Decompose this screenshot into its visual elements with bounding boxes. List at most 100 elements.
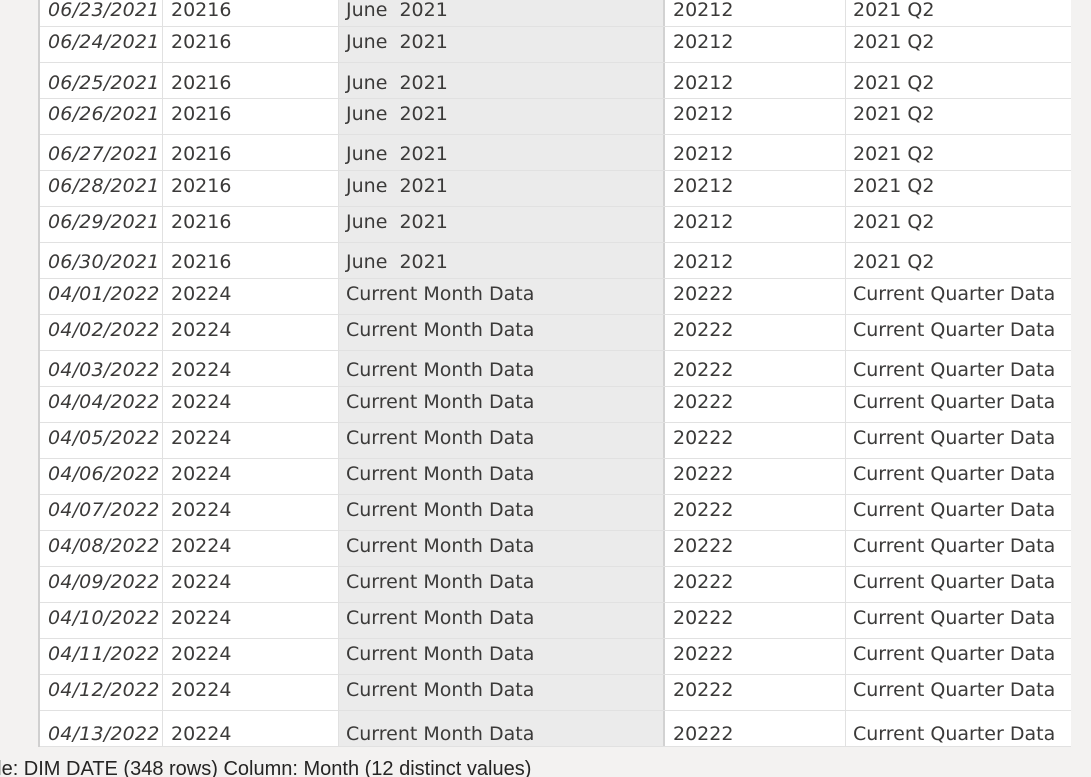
cell-date: 06/25/2021 [48, 72, 160, 94]
data-grid[interactable]: 06/23/2021 20216 June 2021 20212 2021 Q2 06/2… [38, 0, 1073, 747]
cell-quarter: Current Quarter Data [853, 283, 1056, 305]
cell-year-month: 20224 [171, 391, 232, 413]
cell-quarter: Current Quarter Data [853, 571, 1056, 593]
cell-quarter: Current Quarter Data [853, 499, 1056, 521]
cell-month: Current Month Data [346, 319, 535, 341]
cell-quarter: 2021 Q2 [853, 31, 935, 53]
cell-month: Current Month Data [346, 571, 535, 593]
cell-year-month: 20216 [171, 143, 232, 165]
cell-quarter: 2021 Q2 [853, 175, 935, 197]
cell-quarter: Current Quarter Data [853, 463, 1056, 485]
table-row[interactable]: 04/08/2022 20224 Current Month Data 20222 Cu… [40, 531, 1073, 567]
cell-month: Current Month Data [346, 359, 535, 381]
cell-quarter: Current Quarter Data [853, 427, 1056, 449]
cell-quarter: Current Quarter Data [853, 643, 1056, 665]
cell-month: Current Month Data [346, 499, 535, 521]
cell-quarter: 2021 Q2 [853, 72, 935, 94]
cell-month: June 2021 [346, 175, 448, 197]
cell-year-month: 20224 [171, 427, 232, 449]
column-divider [663, 0, 665, 747]
cell-year-month: 20216 [171, 251, 232, 273]
table-row[interactable]: 04/09/2022 20224 Current Month Data 20222 Cu… [40, 567, 1073, 603]
cell-quarter: 2021 Q2 [853, 103, 935, 125]
cell-date: 04/08/2022 [48, 535, 160, 557]
status-text: ble: DIM DATE (348 rows) Column: Month (… [0, 758, 532, 777]
cell-year-quarter: 20212 [673, 31, 734, 53]
cell-year-quarter: 20222 [673, 571, 734, 593]
selected-column-highlight [338, 0, 663, 747]
cell-date: 06/28/2021 [48, 175, 160, 197]
cell-year-quarter: 20212 [673, 251, 734, 273]
cell-month: June 2021 [346, 72, 448, 94]
cell-year-month: 20216 [171, 31, 232, 53]
table-row[interactable]: 06/26/2021 20216 June 2021 20212 2021 Q2 [40, 99, 1073, 135]
scrollbar-track[interactable] [1071, 0, 1091, 747]
cell-year-month: 20224 [171, 463, 232, 485]
cell-month: Current Month Data [346, 535, 535, 557]
cell-date: 04/09/2022 [48, 571, 160, 593]
cell-quarter: Current Quarter Data [853, 391, 1056, 413]
table-row[interactable]: 04/12/2022 20224 Current Month Data 20222 Cu… [40, 675, 1073, 711]
cell-quarter: 2021 Q2 [853, 0, 935, 21]
cell-quarter: 2021 Q2 [853, 211, 935, 233]
table-row[interactable]: 06/29/2021 20216 June 2021 20212 2021 Q2 [40, 207, 1073, 243]
cell-year-quarter: 20222 [673, 391, 734, 413]
cell-month: Current Month Data [346, 391, 535, 413]
table-row[interactable]: 04/03/2022 20224 Current Month Data 20222 Cu… [40, 351, 1073, 387]
table-row[interactable]: 04/02/2022 20224 Current Month Data 20222 Cu… [40, 315, 1073, 351]
cell-year-quarter: 20222 [673, 723, 734, 745]
cell-date: 06/30/2021 [48, 251, 160, 273]
cell-year-quarter: 20222 [673, 283, 734, 305]
cell-year-month: 20216 [171, 0, 232, 21]
cell-month: Current Month Data [346, 463, 535, 485]
cell-year-month: 20224 [171, 499, 232, 521]
column-divider [162, 0, 163, 747]
cell-year-month: 20224 [171, 359, 232, 381]
cell-year-month: 20224 [171, 571, 232, 593]
cell-date: 04/12/2022 [48, 679, 160, 701]
column-divider [338, 0, 339, 747]
table-row[interactable]: 06/25/2021 20216 June 2021 20212 2021 Q2 [40, 63, 1073, 99]
cell-date: 04/11/2022 [48, 643, 160, 665]
cell-year-month: 20224 [171, 535, 232, 557]
cell-date: 04/13/2022 [48, 723, 160, 745]
table-row[interactable]: 04/07/2022 20224 Current Month Data 20222 Cu… [40, 495, 1073, 531]
cell-date: 06/24/2021 [48, 31, 160, 53]
table-row[interactable]: 04/06/2022 20224 Current Month Data 20222 Cu… [40, 459, 1073, 495]
cell-month: June 2021 [346, 143, 448, 165]
table-row[interactable]: 04/10/2022 20224 Current Month Data 20222 Cu… [40, 603, 1073, 639]
table-row[interactable]: 04/13/2022 20224 Current Month Data 20222 Cu… [40, 711, 1073, 747]
cell-year-month: 20224 [171, 607, 232, 629]
table-row[interactable]: 04/01/2022 20224 Current Month Data 20222 Cu… [40, 279, 1073, 315]
cell-date: 04/10/2022 [48, 607, 160, 629]
cell-month: Current Month Data [346, 283, 535, 305]
column-divider [845, 0, 846, 747]
cell-year-quarter: 20222 [673, 643, 734, 665]
cell-year-month: 20224 [171, 679, 232, 701]
table-row[interactable]: 04/05/2022 20224 Current Month Data 20222 Cu… [40, 423, 1073, 459]
table-row[interactable]: 06/23/2021 20216 June 2021 20212 2021 Q2 [40, 0, 1073, 27]
cell-date: 06/29/2021 [48, 211, 160, 233]
table-row[interactable]: 06/27/2021 20216 June 2021 20212 2021 Q2 [40, 135, 1073, 171]
cell-month: Current Month Data [346, 607, 535, 629]
cell-quarter: Current Quarter Data [853, 535, 1056, 557]
table-row[interactable]: 04/04/2022 20224 Current Month Data 20222 Cu… [40, 387, 1073, 423]
table-row[interactable]: 06/24/2021 20216 June 2021 20212 2021 Q2 [40, 27, 1073, 63]
cell-year-quarter: 20212 [673, 211, 734, 233]
cell-date: 04/04/2022 [48, 391, 160, 413]
cell-quarter: 2021 Q2 [853, 143, 935, 165]
cell-date: 04/06/2022 [48, 463, 160, 485]
cell-quarter: Current Quarter Data [853, 723, 1056, 745]
table-row[interactable]: 06/30/2021 20216 June 2021 20212 2021 Q2 [40, 243, 1073, 279]
cell-year-quarter: 20222 [673, 359, 734, 381]
table-row[interactable]: 06/28/2021 20216 June 2021 20212 2021 Q2 [40, 171, 1073, 207]
cell-year-month: 20216 [171, 175, 232, 197]
table-row[interactable]: 04/11/2022 20224 Current Month Data 20222 Cu… [40, 639, 1073, 675]
cell-year-quarter: 20222 [673, 607, 734, 629]
cell-month: June 2021 [346, 251, 448, 273]
cell-year-month: 20216 [171, 211, 232, 233]
cell-month: June 2021 [346, 103, 448, 125]
cell-quarter: 2021 Q2 [853, 251, 935, 273]
cell-month: June 2021 [346, 211, 448, 233]
